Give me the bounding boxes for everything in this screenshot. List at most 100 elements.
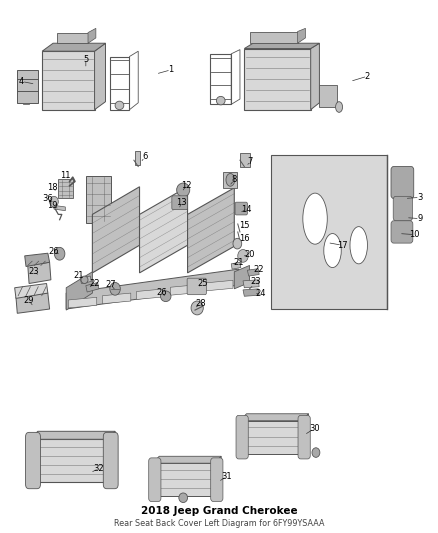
FancyBboxPatch shape — [391, 166, 414, 198]
Text: 22: 22 — [253, 265, 264, 274]
Polygon shape — [25, 253, 49, 266]
Polygon shape — [243, 289, 259, 296]
Polygon shape — [271, 155, 387, 309]
Text: 19: 19 — [47, 201, 57, 211]
Polygon shape — [140, 187, 187, 273]
Text: 5: 5 — [83, 55, 88, 63]
FancyBboxPatch shape — [25, 432, 40, 489]
Ellipse shape — [226, 173, 235, 186]
Ellipse shape — [177, 183, 190, 197]
Text: 17: 17 — [337, 241, 347, 250]
Ellipse shape — [238, 249, 248, 262]
Ellipse shape — [54, 247, 65, 260]
Text: 30: 30 — [309, 424, 319, 433]
Text: 36: 36 — [42, 194, 53, 203]
Polygon shape — [92, 187, 140, 273]
FancyBboxPatch shape — [236, 415, 248, 459]
Polygon shape — [244, 49, 311, 110]
FancyBboxPatch shape — [187, 278, 206, 295]
Text: 9: 9 — [417, 214, 423, 223]
Polygon shape — [17, 70, 38, 103]
Polygon shape — [102, 293, 131, 304]
Text: 3: 3 — [417, 193, 423, 202]
Ellipse shape — [216, 96, 225, 105]
Text: 15: 15 — [239, 221, 250, 230]
Text: 32: 32 — [94, 464, 104, 473]
Polygon shape — [16, 293, 49, 313]
Text: 26: 26 — [49, 247, 59, 256]
Text: 13: 13 — [177, 198, 187, 207]
Ellipse shape — [160, 291, 171, 302]
Text: 31: 31 — [222, 472, 232, 481]
Text: 21: 21 — [233, 258, 244, 266]
Text: 22: 22 — [89, 279, 100, 288]
Polygon shape — [30, 439, 108, 482]
Polygon shape — [80, 276, 92, 284]
Ellipse shape — [191, 301, 203, 315]
Polygon shape — [223, 172, 237, 188]
Polygon shape — [234, 265, 250, 289]
Polygon shape — [58, 179, 73, 198]
Ellipse shape — [303, 193, 327, 244]
Ellipse shape — [350, 227, 367, 264]
Polygon shape — [86, 176, 111, 223]
Text: 18: 18 — [47, 183, 57, 192]
Text: 2018 Jeep Grand Cherokee: 2018 Jeep Grand Cherokee — [141, 506, 297, 516]
Polygon shape — [68, 297, 97, 308]
Polygon shape — [240, 153, 251, 166]
Text: 20: 20 — [244, 251, 255, 260]
Text: 2: 2 — [365, 71, 370, 80]
Polygon shape — [240, 414, 308, 421]
Polygon shape — [42, 51, 95, 110]
Ellipse shape — [81, 276, 88, 284]
Polygon shape — [42, 43, 106, 51]
Polygon shape — [244, 43, 319, 49]
Polygon shape — [57, 33, 88, 43]
Ellipse shape — [179, 493, 187, 503]
Polygon shape — [88, 28, 96, 43]
FancyBboxPatch shape — [103, 432, 118, 489]
Polygon shape — [297, 28, 305, 43]
Polygon shape — [30, 431, 115, 439]
Ellipse shape — [110, 282, 120, 295]
Ellipse shape — [312, 448, 320, 457]
Polygon shape — [54, 205, 65, 211]
Polygon shape — [247, 269, 259, 276]
Text: 25: 25 — [197, 279, 208, 288]
FancyBboxPatch shape — [172, 196, 187, 209]
Polygon shape — [137, 289, 165, 300]
Polygon shape — [66, 272, 92, 310]
Text: 6: 6 — [142, 152, 148, 161]
Text: 24: 24 — [255, 288, 266, 297]
Polygon shape — [23, 103, 29, 104]
Polygon shape — [170, 285, 199, 295]
Polygon shape — [231, 262, 241, 269]
Ellipse shape — [115, 101, 124, 110]
Polygon shape — [152, 463, 215, 496]
Ellipse shape — [336, 102, 343, 112]
FancyBboxPatch shape — [211, 458, 223, 502]
Polygon shape — [319, 85, 337, 107]
Text: Rear Seat Back Cover Left Diagram for 6FY99YSAAA: Rear Seat Back Cover Left Diagram for 6F… — [114, 519, 324, 528]
Polygon shape — [215, 456, 221, 496]
FancyBboxPatch shape — [235, 202, 247, 215]
Text: 10: 10 — [410, 230, 420, 239]
Polygon shape — [86, 282, 99, 292]
Text: 11: 11 — [60, 171, 71, 180]
Polygon shape — [302, 414, 308, 454]
Polygon shape — [205, 280, 233, 291]
Text: 14: 14 — [241, 205, 252, 214]
Polygon shape — [187, 188, 234, 273]
Text: 27: 27 — [106, 280, 116, 289]
Text: 29: 29 — [24, 296, 34, 305]
Text: 23: 23 — [251, 277, 261, 286]
Polygon shape — [28, 262, 51, 284]
Ellipse shape — [324, 233, 341, 268]
Text: 7: 7 — [248, 157, 253, 166]
Text: 16: 16 — [239, 235, 250, 244]
Text: 8: 8 — [232, 175, 237, 184]
Text: 23: 23 — [28, 268, 39, 276]
Polygon shape — [250, 31, 297, 43]
Polygon shape — [311, 43, 319, 110]
Text: 12: 12 — [181, 181, 191, 190]
